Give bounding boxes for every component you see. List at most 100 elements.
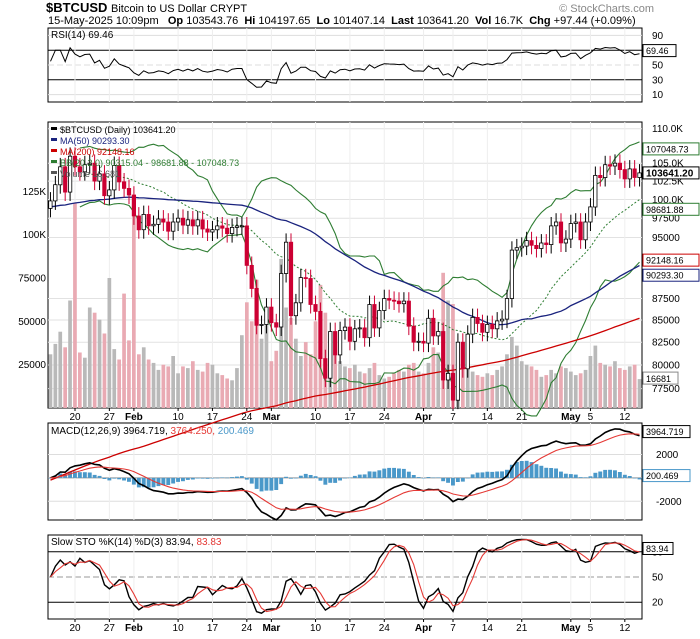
x-axis-label: 24 — [241, 623, 253, 634]
volume-bar — [362, 373, 367, 408]
candle-body — [293, 302, 299, 317]
macd-title: MACD(12,26,9) 3964.719, 3764.250, 200.46… — [51, 426, 254, 437]
macd-histogram-bar — [436, 477, 441, 478]
candle-body — [195, 219, 200, 227]
macd-histogram-bar — [401, 468, 406, 478]
volume-bar — [200, 371, 205, 408]
candle-body — [259, 323, 264, 326]
macd-histogram-bar — [524, 460, 529, 478]
volume-bar — [544, 375, 549, 408]
macd-histogram-bar — [352, 475, 357, 478]
price-tick-label: 105.0K — [652, 159, 684, 170]
legend-item: $BTCUSD (Daily) 103641.20 — [60, 125, 176, 135]
volume-bar — [451, 304, 455, 408]
volume-bar — [264, 323, 269, 408]
macd-histogram-bar — [151, 477, 156, 488]
sto-title-k: 83.94, — [166, 537, 197, 548]
macd-histogram-bar — [171, 477, 176, 484]
volume-bar — [141, 347, 146, 408]
x-axis-label: 14 — [482, 623, 494, 634]
macd-histogram-bar — [608, 469, 612, 478]
ma200-line — [50, 317, 640, 481]
volume-bar — [225, 378, 229, 408]
price-marker-box — [642, 142, 700, 156]
rsi-tick-label: 50 — [652, 61, 664, 72]
volume-bar — [294, 338, 298, 408]
macd-histogram-bar — [500, 471, 504, 478]
macd-histogram-bar — [298, 475, 303, 478]
macd-histogram-bar — [235, 476, 239, 478]
macd-marker-box — [642, 469, 691, 483]
candle-body — [612, 162, 618, 167]
macd-histogram-bar — [48, 477, 53, 479]
legend-swatch — [51, 149, 57, 152]
quote-info: 15-May-2025 10:09pm Op 103543.76 Hi 1041… — [48, 15, 636, 27]
macd-histogram-bar — [244, 477, 249, 480]
price-tick-label: 95000 — [652, 233, 680, 244]
macd-histogram-bar — [102, 477, 107, 479]
volume-bar — [367, 368, 372, 408]
x-axis-label: 24 — [379, 412, 391, 423]
candle-body — [215, 225, 220, 231]
volume-bar — [122, 293, 126, 408]
volume-bar — [78, 352, 82, 408]
candle-body — [554, 221, 559, 227]
volume-bar — [156, 369, 161, 408]
candle-body — [333, 331, 338, 356]
macd-histogram-bar — [215, 477, 220, 479]
macd-histogram-bar — [382, 468, 387, 478]
macd-histogram-bar — [181, 477, 185, 482]
price-tick-label: 102.5K — [652, 177, 684, 188]
price-marker-label: 90293.30 — [646, 271, 684, 281]
volume-bar — [171, 356, 175, 408]
price-tick-label: 85000 — [652, 316, 680, 327]
candle-body — [573, 221, 578, 224]
price-tick-label: 77500 — [652, 384, 680, 395]
candle-body — [136, 215, 141, 231]
macd-histogram-bar — [387, 467, 392, 478]
macd-histogram-bar — [210, 477, 215, 479]
macd-histogram-bar — [529, 462, 534, 478]
volume-bar — [220, 375, 225, 408]
macd-histogram-bar — [622, 474, 627, 478]
volume-bar — [127, 340, 131, 408]
candle-body — [244, 225, 249, 266]
macd-histogram-bar — [480, 472, 485, 478]
volume-bar — [195, 369, 200, 408]
price-marker-label: 98681.88 — [646, 205, 684, 215]
volume-bar — [333, 331, 337, 408]
macd-histogram-bar — [593, 472, 598, 478]
volume-bar — [524, 364, 529, 408]
candle-body — [470, 316, 475, 335]
volume-bar — [205, 362, 210, 408]
candle-body — [171, 221, 176, 232]
x-axis-label: 24 — [379, 623, 391, 634]
macd-histogram-bar — [392, 467, 396, 478]
macd-histogram-bar — [289, 477, 293, 479]
x-axis-label: Feb — [125, 412, 143, 423]
macd-histogram-bar — [77, 472, 82, 478]
volume-bar — [308, 354, 313, 408]
x-axis-label: 21 — [516, 412, 528, 423]
x-axis-label: 10 — [173, 412, 185, 423]
macd-histogram-bar — [617, 472, 622, 478]
candle-body — [131, 194, 136, 217]
macd-marker-box — [642, 425, 691, 439]
candle-body — [318, 310, 323, 359]
macd-histogram-bar — [627, 476, 632, 478]
macd-histogram-bar — [279, 477, 284, 485]
macd-histogram-bar — [578, 477, 583, 478]
candle-body — [455, 341, 461, 401]
candle-body — [58, 166, 63, 186]
candle-body — [480, 323, 485, 333]
macd-histogram-bar — [200, 477, 205, 479]
candle-body — [485, 323, 490, 333]
x-axis-label: 17 — [344, 623, 356, 634]
volume-bar — [254, 279, 259, 408]
volume-bar — [235, 368, 239, 408]
volume-bar — [210, 364, 215, 408]
x-axis-label: Apr — [415, 623, 432, 634]
macd-histogram-bar — [131, 477, 136, 485]
volume-bar — [397, 369, 401, 408]
